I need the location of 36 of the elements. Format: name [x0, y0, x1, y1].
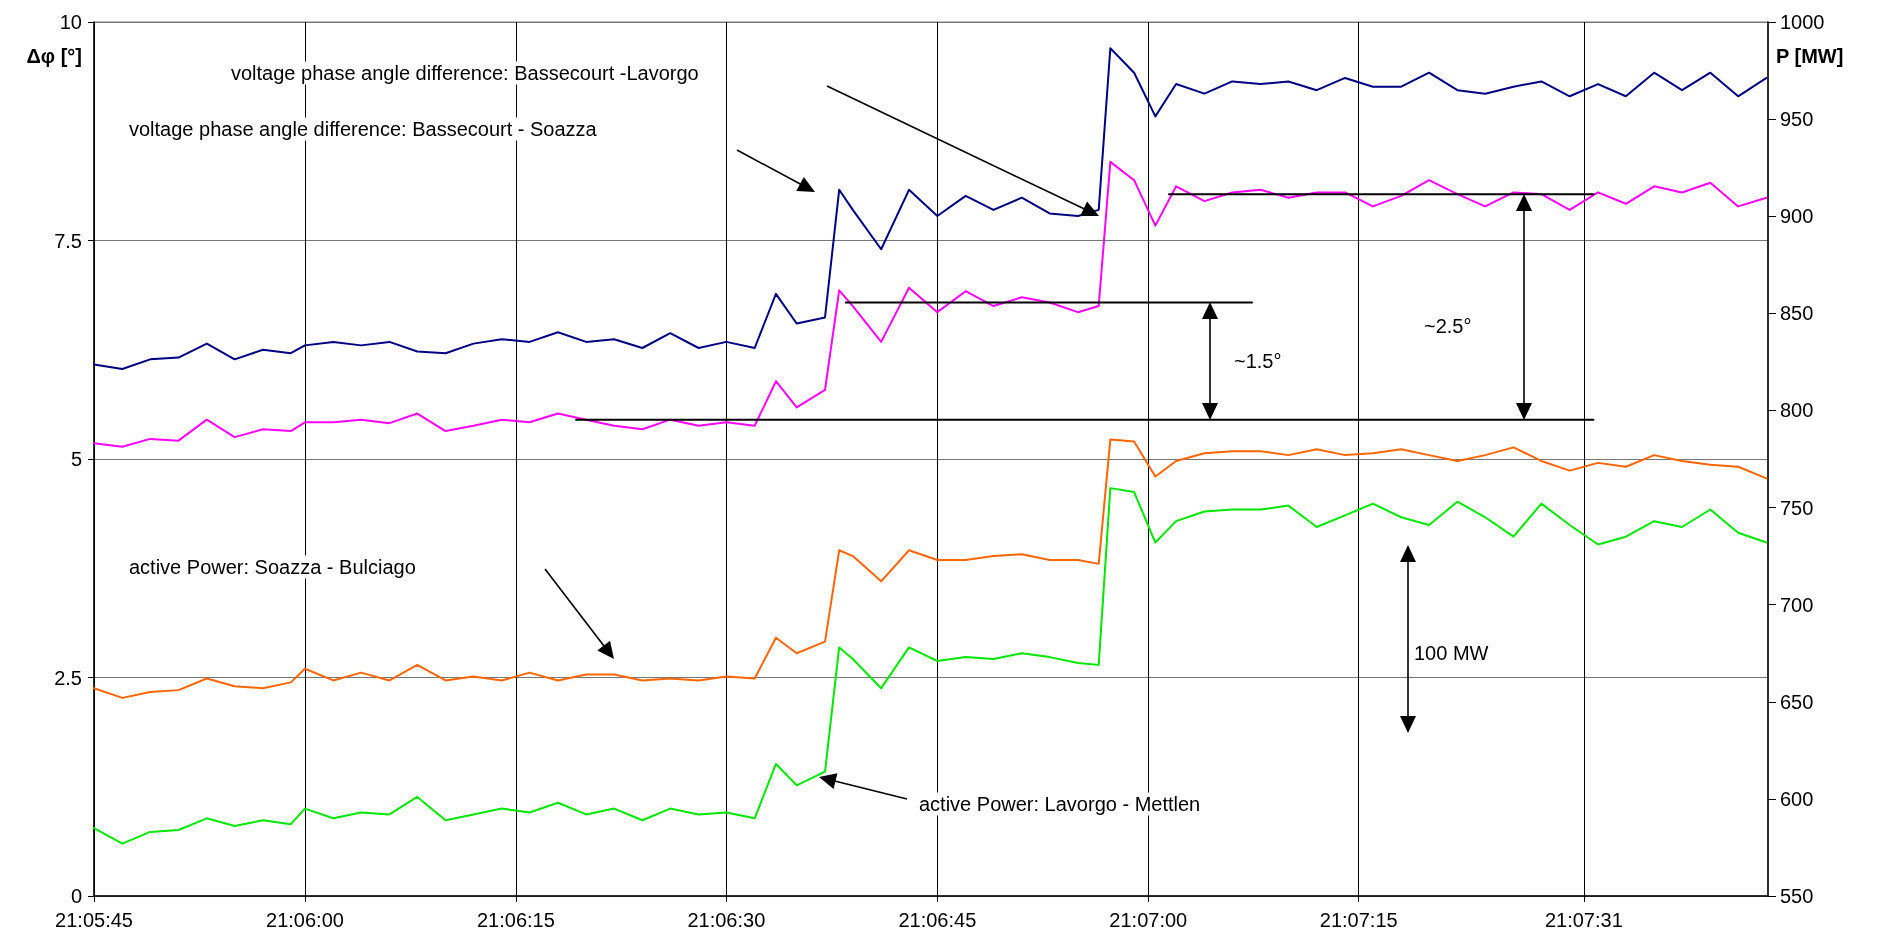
y-tick-label: 2.5 — [54, 666, 82, 689]
annotation: active Power: Lavorgo - Mettlen — [919, 792, 1201, 816]
y2-tick-label: 750 — [1780, 496, 1814, 519]
x-tick-label: 21:07:15 — [1319, 909, 1398, 931]
line-series — [93, 487, 1768, 845]
x-tick-label: 21:06:00 — [266, 909, 344, 931]
y2-tick-label: 650 — [1780, 690, 1814, 713]
annotation: ~1.5° — [1234, 349, 1282, 373]
annotation: active Power: Soazza - Bulciago — [129, 555, 416, 579]
line-series — [93, 438, 1768, 699]
y2-tick-label: 800 — [1780, 399, 1814, 422]
x-tick-label: 21:07:00 — [1109, 909, 1188, 931]
line-series — [93, 160, 1768, 448]
annotation: voltage phase angle difference: Bassecourt - Soazza — [129, 117, 597, 141]
y2-tick-label: 950 — [1780, 108, 1814, 131]
x-tick-label: 21:06:15 — [476, 909, 555, 931]
annotation: 100 MW — [1414, 641, 1489, 665]
y2-tick-label: 550 — [1780, 885, 1814, 907]
y-tick-label: 5 — [70, 448, 82, 470]
x-tick-label: 21:05:45 — [55, 909, 133, 931]
annotation: ~2.5° — [1424, 314, 1472, 338]
x-tick-label: 21:06:45 — [898, 909, 977, 931]
y-tick-label: 7.5 — [54, 229, 82, 252]
y2-tick-label: 600 — [1780, 787, 1814, 810]
y-tick-label: 0 — [70, 885, 82, 907]
y-axis-title: Δφ [°] — [26, 45, 82, 67]
y2-tick-label: 900 — [1780, 205, 1814, 228]
y2-tick-label: 1000 — [1780, 11, 1825, 33]
x-tick-label: 21:07:31 — [1544, 909, 1623, 931]
y2-tick-label: 850 — [1780, 302, 1814, 325]
x-tick-label: 21:06:30 — [687, 909, 766, 931]
y2-tick-label: 700 — [1780, 593, 1814, 616]
line-series — [93, 47, 1768, 370]
annotation: voltage phase angle difference: Bassecourt -Lavorgo — [231, 61, 699, 85]
y-tick-label: 10 — [59, 11, 82, 33]
y2-axis-title: P [MW] — [1776, 45, 1844, 67]
